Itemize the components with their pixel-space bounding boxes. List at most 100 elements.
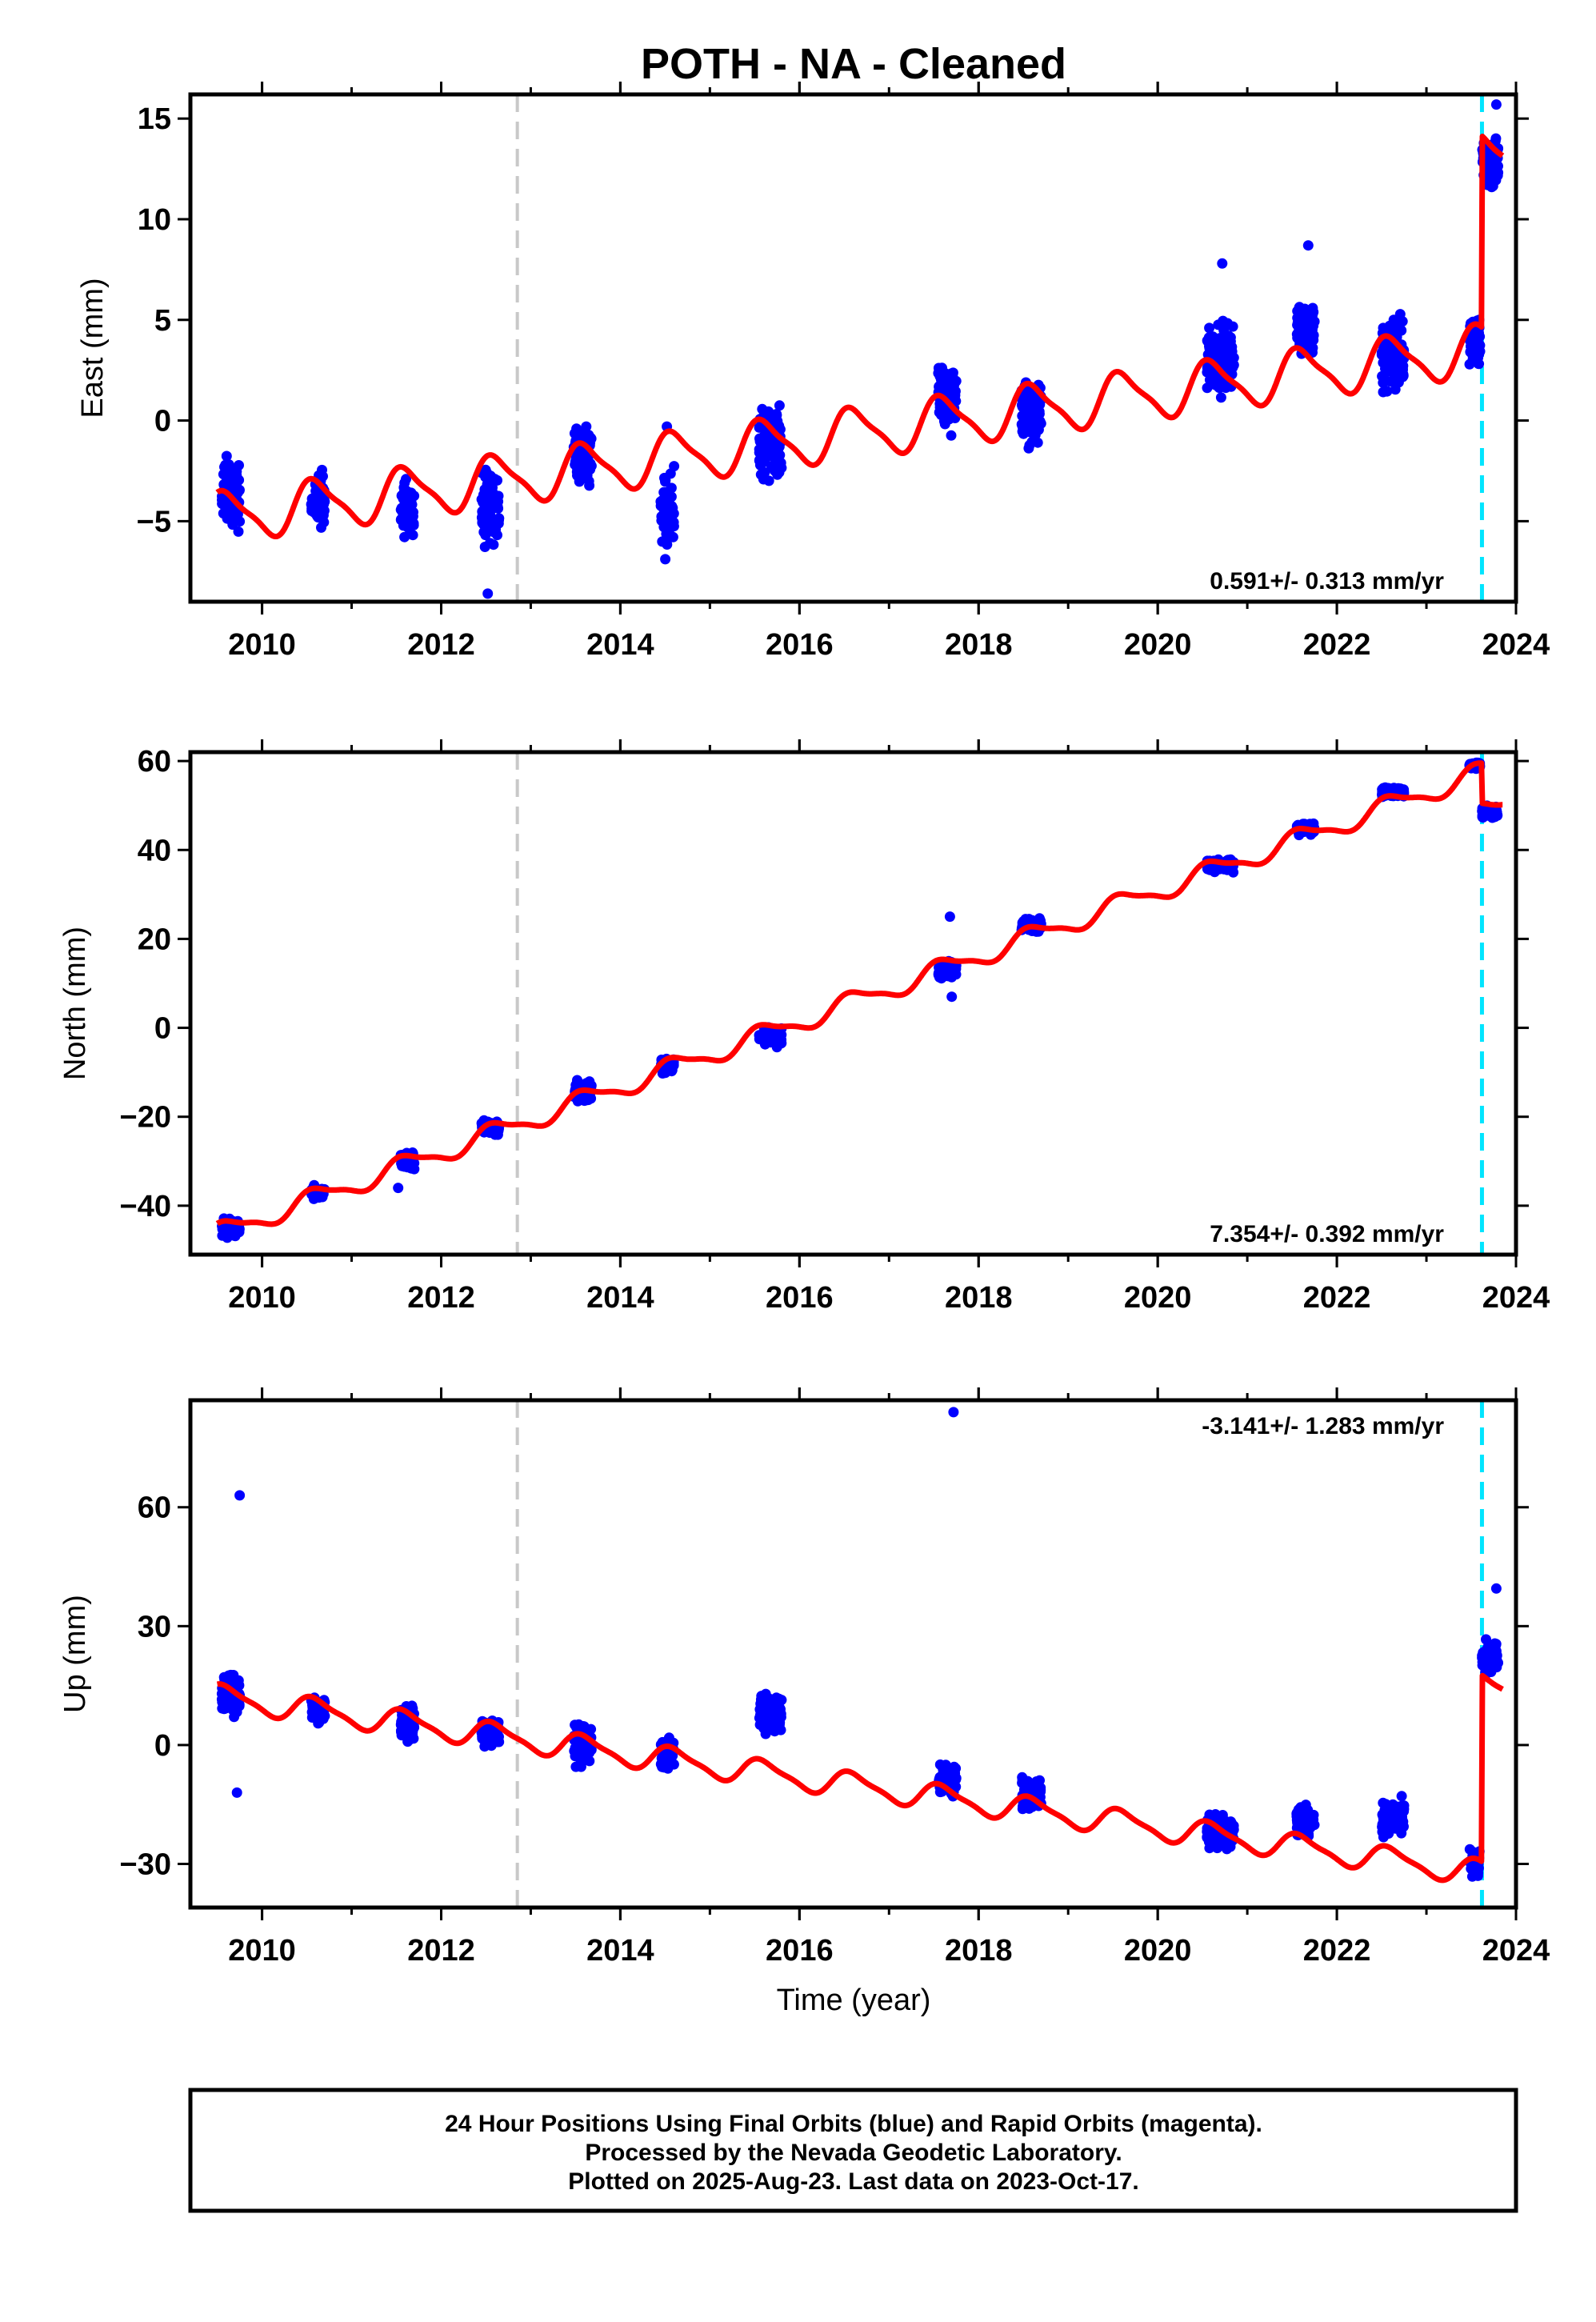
up-data-point <box>1470 1864 1481 1875</box>
up-data-point <box>945 1775 956 1786</box>
east-y-tick-label: 0 <box>154 405 171 438</box>
east-data-point <box>754 459 766 470</box>
up-data-point <box>402 1736 414 1748</box>
east-data-point <box>581 421 592 432</box>
up-data-point <box>1292 1821 1303 1832</box>
east-data-point <box>1018 428 1029 439</box>
east-data-point <box>945 409 955 420</box>
east-data-point <box>234 460 244 470</box>
east-data-point <box>1470 338 1482 349</box>
up-data-point <box>763 1695 774 1706</box>
north-rate-label: 7.354+/- 0.392 mm/yr <box>1210 1221 1444 1247</box>
north-model-curve <box>215 760 1505 1227</box>
north-x-tick-label: 2010 <box>228 1281 296 1315</box>
east-data-point <box>314 511 326 522</box>
east-data-point <box>224 502 235 513</box>
east-data-point <box>775 458 786 468</box>
up-data-point <box>657 1761 668 1772</box>
east-data-point <box>316 522 326 533</box>
east-x-tick-label: 2010 <box>228 628 296 662</box>
up-data-point <box>775 1708 786 1719</box>
east-data-point <box>306 493 318 504</box>
east-data-point <box>488 539 499 550</box>
chart-title: POTH - NA - Cleaned <box>641 40 1066 88</box>
east-data-point <box>1210 370 1221 382</box>
up-data-point <box>1378 1814 1389 1825</box>
east-data-point <box>934 370 946 382</box>
east-data-point <box>477 506 488 517</box>
up-x-tick-label: 2010 <box>228 1934 296 1968</box>
up-data-point <box>1217 1840 1228 1850</box>
east-data-point <box>933 362 944 374</box>
north-y-tick-label: −20 <box>120 1101 171 1135</box>
east-data-point <box>1293 327 1304 338</box>
east-y-tick-label: 15 <box>138 102 171 136</box>
north-x-tick-label: 2016 <box>766 1281 834 1315</box>
north-panel: 2010 2012 2014 2016 2018 2020 2022 2024 −40 −20 0 2… <box>58 739 1550 1315</box>
north-data-point <box>939 963 950 975</box>
up-data-point <box>1202 1823 1213 1834</box>
up-data-point <box>1390 1817 1401 1828</box>
east-data-point <box>317 464 327 475</box>
north-x-tick-label: 2020 <box>1124 1281 1192 1315</box>
x-axis-label: Time (year) <box>777 1984 931 2017</box>
east-y-tick-label: 5 <box>154 304 171 338</box>
east-data-point <box>1213 319 1224 330</box>
east-data-point <box>575 428 586 439</box>
panels: 2010 2012 2014 2016 2018 2020 2022 2024 −5 0 5 10 15… <box>58 82 1550 1968</box>
east-data-point <box>948 374 958 385</box>
east-data-point <box>1202 366 1213 378</box>
east-data-point <box>477 514 488 525</box>
up-data-point <box>949 1766 960 1777</box>
east-data-point <box>221 450 232 462</box>
east-data-point <box>1303 326 1314 337</box>
east-data-point <box>400 507 411 518</box>
east-data-point <box>493 496 504 507</box>
east-data-point <box>407 530 418 541</box>
east-x-tick-label: 2014 <box>586 628 654 662</box>
east-outlier-point <box>1490 99 1502 110</box>
north-data-point <box>572 1075 582 1086</box>
east-data-point <box>1222 334 1233 345</box>
up-data-point <box>397 1720 408 1731</box>
east-rate-label: 0.591+/- 0.313 mm/yr <box>1210 568 1444 595</box>
east-data-point <box>480 527 491 538</box>
east-data-point <box>1486 165 1497 176</box>
up-data-point <box>939 1764 950 1775</box>
east-data-point <box>584 480 595 491</box>
east-data-point <box>771 409 782 419</box>
north-y-tick-label: 40 <box>138 834 171 867</box>
east-panel: 2010 2012 2014 2016 2018 2020 2022 2024 −5 0 5 10 15… <box>76 82 1550 662</box>
up-data-point <box>1478 1655 1489 1667</box>
up-data-point <box>477 1730 488 1741</box>
east-data-point <box>1487 181 1498 191</box>
up-x-tick-label: 2018 <box>945 1934 1013 1968</box>
up-data-point <box>1488 1651 1499 1662</box>
up-data-point <box>1291 1810 1302 1821</box>
up-data-point <box>217 1693 228 1704</box>
east-data-point <box>490 524 502 535</box>
north-data-point <box>219 1225 230 1236</box>
east-data-point <box>658 507 670 518</box>
east-data-point <box>1018 395 1029 406</box>
up-y-axis-label: Up (mm) <box>58 1595 92 1713</box>
east-points <box>217 99 1504 599</box>
up-x-tick-label: 2016 <box>766 1934 834 1968</box>
east-data-point <box>1202 382 1213 394</box>
north-y-tick-label: 20 <box>138 923 171 956</box>
east-data-point <box>1378 370 1390 382</box>
footer-line-1: 24 Hour Positions Using Final Orbits (bl… <box>445 2111 1262 2137</box>
up-frame <box>188 1398 1518 1910</box>
up-rate-label: -3.141+/- 1.283 mm/yr <box>1202 1413 1444 1439</box>
up-data-point <box>586 1723 597 1735</box>
east-data-point <box>219 462 230 473</box>
east-data-point <box>754 422 765 433</box>
up-x-tick-label: 2014 <box>586 1934 654 1968</box>
east-frame <box>188 92 1518 604</box>
east-data-point <box>233 515 244 526</box>
east-outlier-point <box>1217 258 1228 269</box>
up-data-point <box>764 1723 774 1735</box>
up-outlier-point <box>231 1787 242 1798</box>
east-data-point <box>398 493 409 504</box>
north-outlier-point <box>944 911 955 923</box>
